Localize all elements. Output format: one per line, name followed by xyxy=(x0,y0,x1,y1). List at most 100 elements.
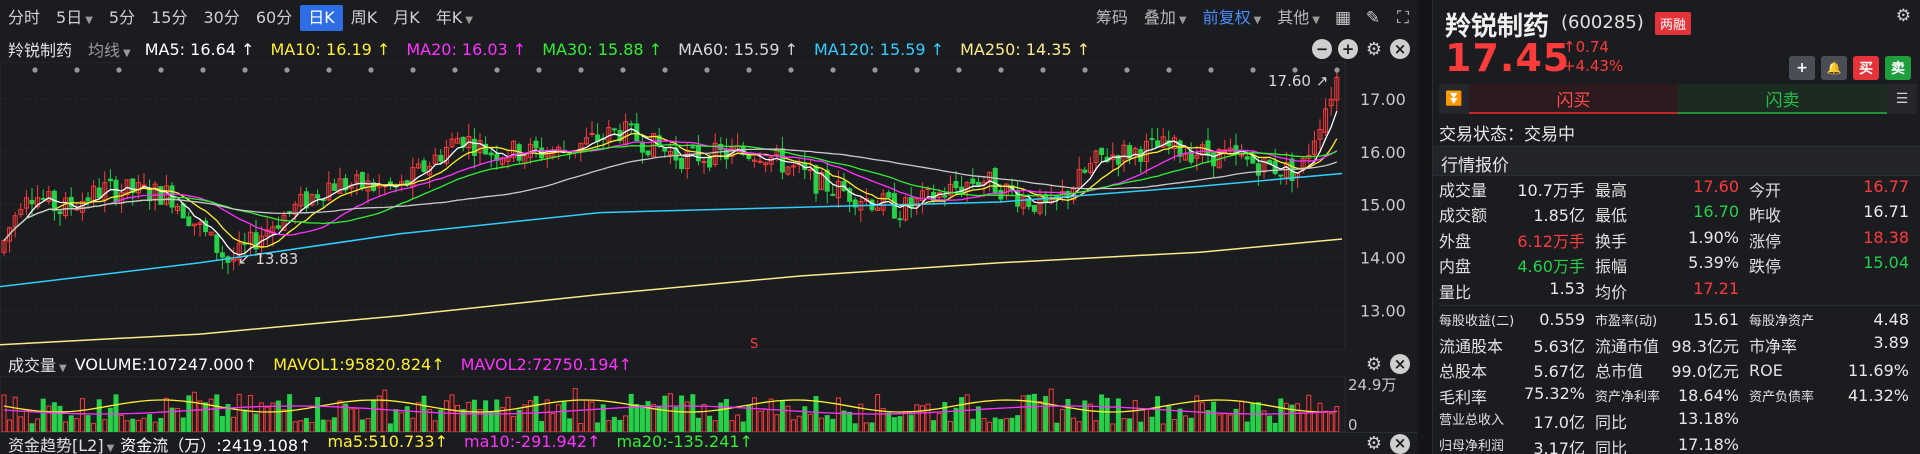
flash-sell-button[interactable]: 闪卖 xyxy=(1678,84,1887,114)
close-icon[interactable]: × xyxy=(1390,39,1410,59)
volume-bar xyxy=(119,414,125,432)
quote-label: 换手 xyxy=(1595,231,1628,251)
volume-bar xyxy=(298,420,304,432)
gear-icon[interactable]: ⚙ xyxy=(1365,433,1383,454)
period-tab[interactable]: 5日 ▼ xyxy=(56,8,93,27)
candle-body xyxy=(455,137,461,144)
close-icon[interactable]: × xyxy=(1390,354,1410,374)
volume-bar xyxy=(779,400,785,432)
volume-bar xyxy=(7,419,13,432)
fund-values: 资金流（万）:2419.108↑ ma5:510.733↑ ma10:-291.94… xyxy=(120,432,769,454)
menu-icon[interactable]: ☰ xyxy=(1887,84,1917,114)
grid-layout-icon[interactable]: ▦ xyxy=(1334,8,1352,28)
volume-bar xyxy=(1087,403,1093,432)
ma-mode-dropdown[interactable]: 均线 ▼ xyxy=(88,41,131,60)
candle-body xyxy=(746,154,752,160)
candle-body xyxy=(863,197,869,202)
y-tick-label: 13.00 xyxy=(1360,301,1406,320)
volume-bar xyxy=(40,398,46,432)
period-tab[interactable]: 60分 xyxy=(255,8,293,27)
quote-cell: 外盘 6.12万手 xyxy=(1439,228,1595,252)
quote-label: 每股净资产 xyxy=(1749,313,1815,329)
draw-pen-icon[interactable]: ✎ xyxy=(1365,8,1381,28)
volume-bar xyxy=(1143,408,1149,432)
volume-bar xyxy=(1177,408,1183,432)
chips-button[interactable]: 筹码 xyxy=(1095,8,1128,27)
volume-bar xyxy=(315,397,321,432)
volume-bar xyxy=(1132,400,1138,432)
quote-panel: 羚锐制药 (600285) 两融 ⚙ 17.45 ↑0.74 +4.43% + … xyxy=(1432,0,1920,454)
volume-bar xyxy=(707,415,713,432)
candle-body xyxy=(7,227,13,242)
event-dot xyxy=(830,67,836,73)
quote-cell: 总市值 99.0亿元 xyxy=(1595,358,1749,382)
period-tab[interactable]: 日K xyxy=(300,5,343,31)
overlay-dropdown[interactable]: 叠加 ▼ xyxy=(1143,8,1187,27)
event-dot xyxy=(998,67,1004,73)
volume-bar xyxy=(96,399,102,432)
period-tab[interactable]: 5分 xyxy=(108,8,136,27)
volume-bar xyxy=(1334,406,1340,432)
quote-cell: 营业总收入 17.0亿 xyxy=(1439,409,1595,433)
volume-bar xyxy=(499,407,505,432)
fund-trend-label[interactable]: 资金趋势[L2] ▼ xyxy=(8,435,115,454)
period-tab[interactable]: 30分 xyxy=(203,8,240,27)
collapse-icon[interactable]: ⏬ xyxy=(1439,84,1469,114)
volume-bar xyxy=(1244,421,1250,432)
candle-body xyxy=(673,147,679,161)
event-dot xyxy=(452,67,458,73)
gear-icon[interactable]: ⚙ xyxy=(1365,38,1383,60)
plus-icon[interactable]: + xyxy=(1338,39,1358,59)
candlestick-chart[interactable]: 17.00 16.00 15.00 14.00 13.00 17.60 ↗ ↙ 13.83 S xyxy=(0,62,1418,350)
event-dot xyxy=(1208,67,1214,73)
period-tab[interactable]: 周K xyxy=(350,8,378,27)
minus-icon[interactable]: − xyxy=(1312,39,1332,59)
buy-button[interactable]: 买 xyxy=(1853,56,1879,80)
gear-icon[interactable]: ⚙ xyxy=(1895,6,1911,26)
sell-button[interactable]: 卖 xyxy=(1885,56,1911,80)
candle-body xyxy=(1037,193,1043,214)
chevron-down-icon: ▼ xyxy=(1178,15,1187,26)
candle-body xyxy=(1149,138,1155,141)
candle-body xyxy=(1244,156,1250,160)
alert-bell-icon[interactable]: 🔔 xyxy=(1821,56,1847,80)
volume-bar xyxy=(511,416,517,432)
volume-bar xyxy=(662,395,668,432)
legend-value: ma5:510.733↑ xyxy=(327,431,448,451)
panel-splitter[interactable] xyxy=(1418,0,1432,454)
quote-value: 16.71 xyxy=(1863,202,1909,222)
volume-bar xyxy=(774,414,780,432)
period-tab[interactable]: 分时 xyxy=(8,8,41,27)
quote-row: 每股收益(二) 0.559 市盈率(动) 15.61 每股净资产 4.48 xyxy=(1439,307,1919,333)
volume-bar xyxy=(343,403,349,432)
flash-buy-button[interactable]: 闪买 xyxy=(1469,84,1678,114)
candle-body xyxy=(645,150,651,156)
quote-cell: 成交额 1.85亿 xyxy=(1439,202,1595,226)
adjust-dropdown[interactable]: 前复权 ▼ xyxy=(1202,8,1262,27)
period-tab[interactable]: 年K ▼ xyxy=(435,8,473,27)
volume-label[interactable]: 成交量 ▼ xyxy=(8,356,67,375)
volume-bar xyxy=(415,402,421,432)
quote-label: 外盘 xyxy=(1439,231,1472,251)
period-tab[interactable]: 15分 xyxy=(151,8,188,27)
period-tab[interactable]: 月K xyxy=(393,8,420,27)
ma-values: MA5: 16.64 ↑ MA10: 16.19 ↑ MA20: 16.03 ↑ MA… xyxy=(145,40,1106,59)
fullscreen-icon[interactable]: ⛶ xyxy=(1397,8,1409,28)
quote-label: 市盈率(动) xyxy=(1595,313,1658,329)
volume-bar xyxy=(1311,412,1317,432)
candle-body xyxy=(667,150,673,156)
legend-value: ma20:-135.241↑ xyxy=(616,431,753,451)
candle-body xyxy=(583,137,589,145)
other-dropdown[interactable]: 其他 ▼ xyxy=(1277,8,1320,27)
gear-icon[interactable]: ⚙ xyxy=(1365,353,1383,375)
volume-chart[interactable]: 24.9万 0 xyxy=(0,376,1418,432)
candle-body xyxy=(298,193,304,207)
y-tick-label: 15.00 xyxy=(1360,196,1406,215)
candle-body xyxy=(992,168,998,194)
close-icon[interactable]: × xyxy=(1390,433,1410,454)
volume-bar xyxy=(1093,420,1099,432)
volume-bar xyxy=(953,407,959,432)
add-watchlist-button[interactable]: + xyxy=(1789,56,1815,80)
y-tick-label: 17.00 xyxy=(1360,90,1406,109)
volume-bar xyxy=(931,420,937,432)
